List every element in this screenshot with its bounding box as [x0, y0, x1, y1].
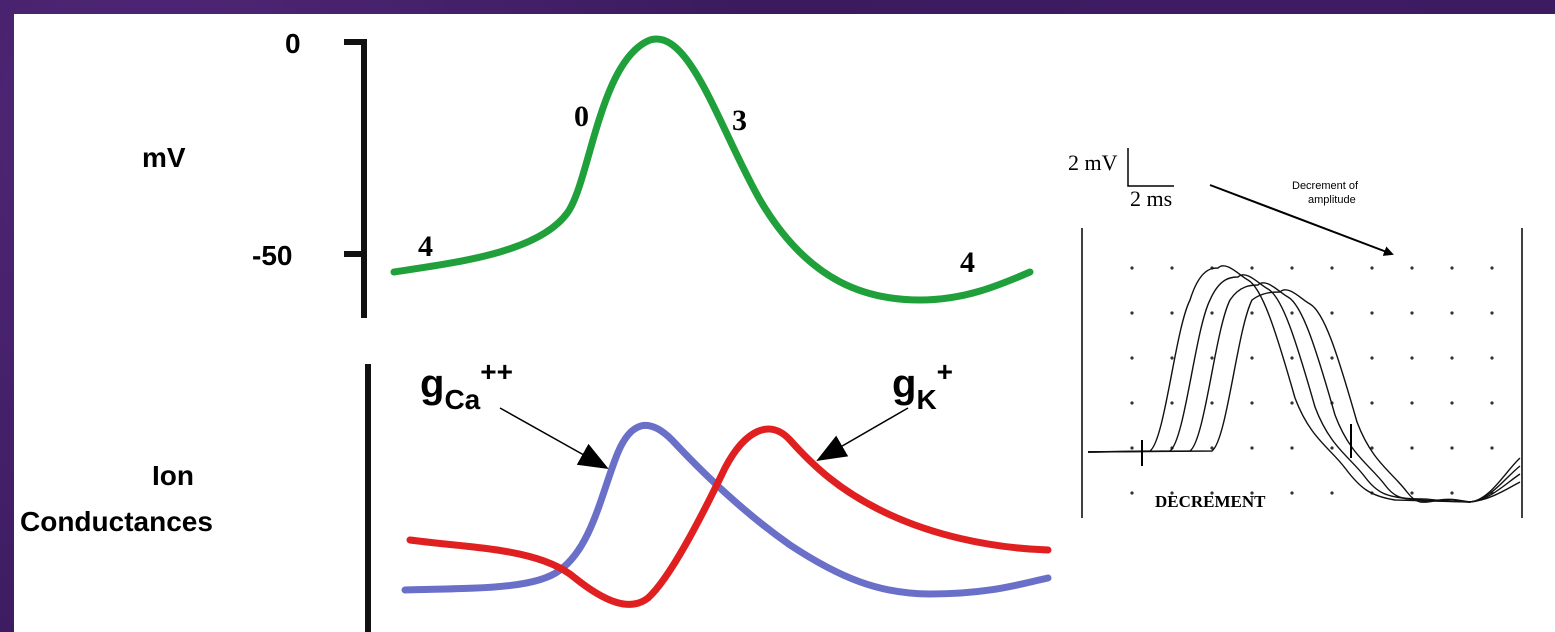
grid-dot [1290, 491, 1294, 495]
phase-label-0: 0 [574, 100, 589, 133]
scale-time-label: 2 ms [1130, 186, 1173, 211]
phase-label-4-end: 4 [960, 246, 975, 279]
recording-trace [1087, 282, 1521, 503]
grid-dot [1450, 446, 1454, 450]
grid-dot [1290, 401, 1294, 405]
grid-dot [1130, 446, 1134, 450]
grid-dot [1170, 401, 1174, 405]
grid-dot [1170, 491, 1174, 495]
annotation-line2: amplitude [1308, 194, 1356, 206]
grid-dot [1210, 311, 1214, 315]
grid-dot [1250, 311, 1254, 315]
grid-dot [1330, 311, 1334, 315]
grid-dot [1490, 446, 1494, 450]
gk-subscript: K [916, 384, 937, 415]
grid-dot [1290, 356, 1294, 360]
grid-dot [1330, 446, 1334, 450]
grid-dot [1450, 401, 1454, 405]
grid-dot [1130, 266, 1134, 270]
phase-label-3: 3 [732, 104, 747, 137]
grid-dot [1290, 311, 1294, 315]
figure-panel [14, 14, 1555, 632]
action-potential-curve [390, 35, 1034, 304]
grid-dot [1450, 311, 1454, 315]
gca-superscript: ++ [480, 356, 513, 387]
grid-dot [1130, 491, 1134, 495]
grid-dot [1370, 356, 1374, 360]
grid-dot [1130, 311, 1134, 315]
scale-voltage-label: 2 mV [1068, 150, 1118, 175]
gk-curve [406, 425, 1052, 608]
grid-dot [1130, 356, 1134, 360]
grid-dot [1250, 356, 1254, 360]
grid-dot [1410, 491, 1414, 495]
grid-dot [1330, 356, 1334, 360]
conductance-label-line2: Conductances [20, 506, 213, 537]
grid-dot [1490, 311, 1494, 315]
grid-dot [1410, 446, 1414, 450]
grid-dot [1330, 491, 1334, 495]
grid-dot [1490, 356, 1494, 360]
grid-dot [1290, 266, 1294, 270]
scale-bar [1127, 148, 1174, 187]
gk-arrow [816, 407, 909, 462]
grid-dot [1410, 401, 1414, 405]
grid-dot [1250, 446, 1254, 450]
annotation-line1: Decrement of [1292, 180, 1359, 192]
grid-dot [1250, 491, 1254, 495]
grid-dot [1370, 266, 1374, 270]
recording-caption: DECREMENT [1155, 492, 1266, 511]
mv-axis-label: mV [142, 142, 186, 173]
gca-subscript: Ca [444, 384, 481, 415]
grid-dot [1410, 266, 1414, 270]
gca-base: g [420, 362, 445, 406]
grid-dot [1490, 401, 1494, 405]
gk-superscript: + [936, 356, 954, 387]
grid-dot [1410, 311, 1414, 315]
grid-dot [1370, 446, 1374, 450]
grid-dot [1290, 446, 1294, 450]
gk-label: gK+ [892, 356, 953, 415]
grid-dot [1250, 401, 1254, 405]
grid-dot [1450, 491, 1454, 495]
phase-label-4-start: 4 [418, 230, 433, 263]
grid-dot [1410, 356, 1414, 360]
dot-grid [1130, 266, 1494, 495]
tick-label-0: 0 [285, 28, 301, 59]
decrement-arrow [1209, 184, 1394, 256]
grid-dot [1210, 401, 1214, 405]
grid-dot [1450, 266, 1454, 270]
grid-dot [1370, 401, 1374, 405]
grid-dot [1210, 491, 1214, 495]
tick-label-minus50: -50 [252, 240, 293, 271]
grid-dot [1170, 356, 1174, 360]
recording-trace [1087, 289, 1521, 503]
grid-dot [1170, 266, 1174, 270]
grid-dot [1330, 266, 1334, 270]
grid-dot [1490, 266, 1494, 270]
traces [1087, 265, 1521, 503]
conductance-label-line1: Ion [152, 460, 194, 491]
grid-dot [1210, 356, 1214, 360]
recording-trace [1087, 274, 1521, 503]
recording-trace [1087, 265, 1521, 503]
grid-dot [1170, 311, 1174, 315]
grid-dot [1250, 266, 1254, 270]
grid-dot [1450, 356, 1454, 360]
grid-dot [1370, 311, 1374, 315]
gk-base: g [892, 362, 917, 406]
grid-dot [1130, 401, 1134, 405]
gca-label: gCa++ [420, 356, 513, 415]
gca-arrow [499, 407, 609, 469]
grid-dot [1210, 446, 1214, 450]
